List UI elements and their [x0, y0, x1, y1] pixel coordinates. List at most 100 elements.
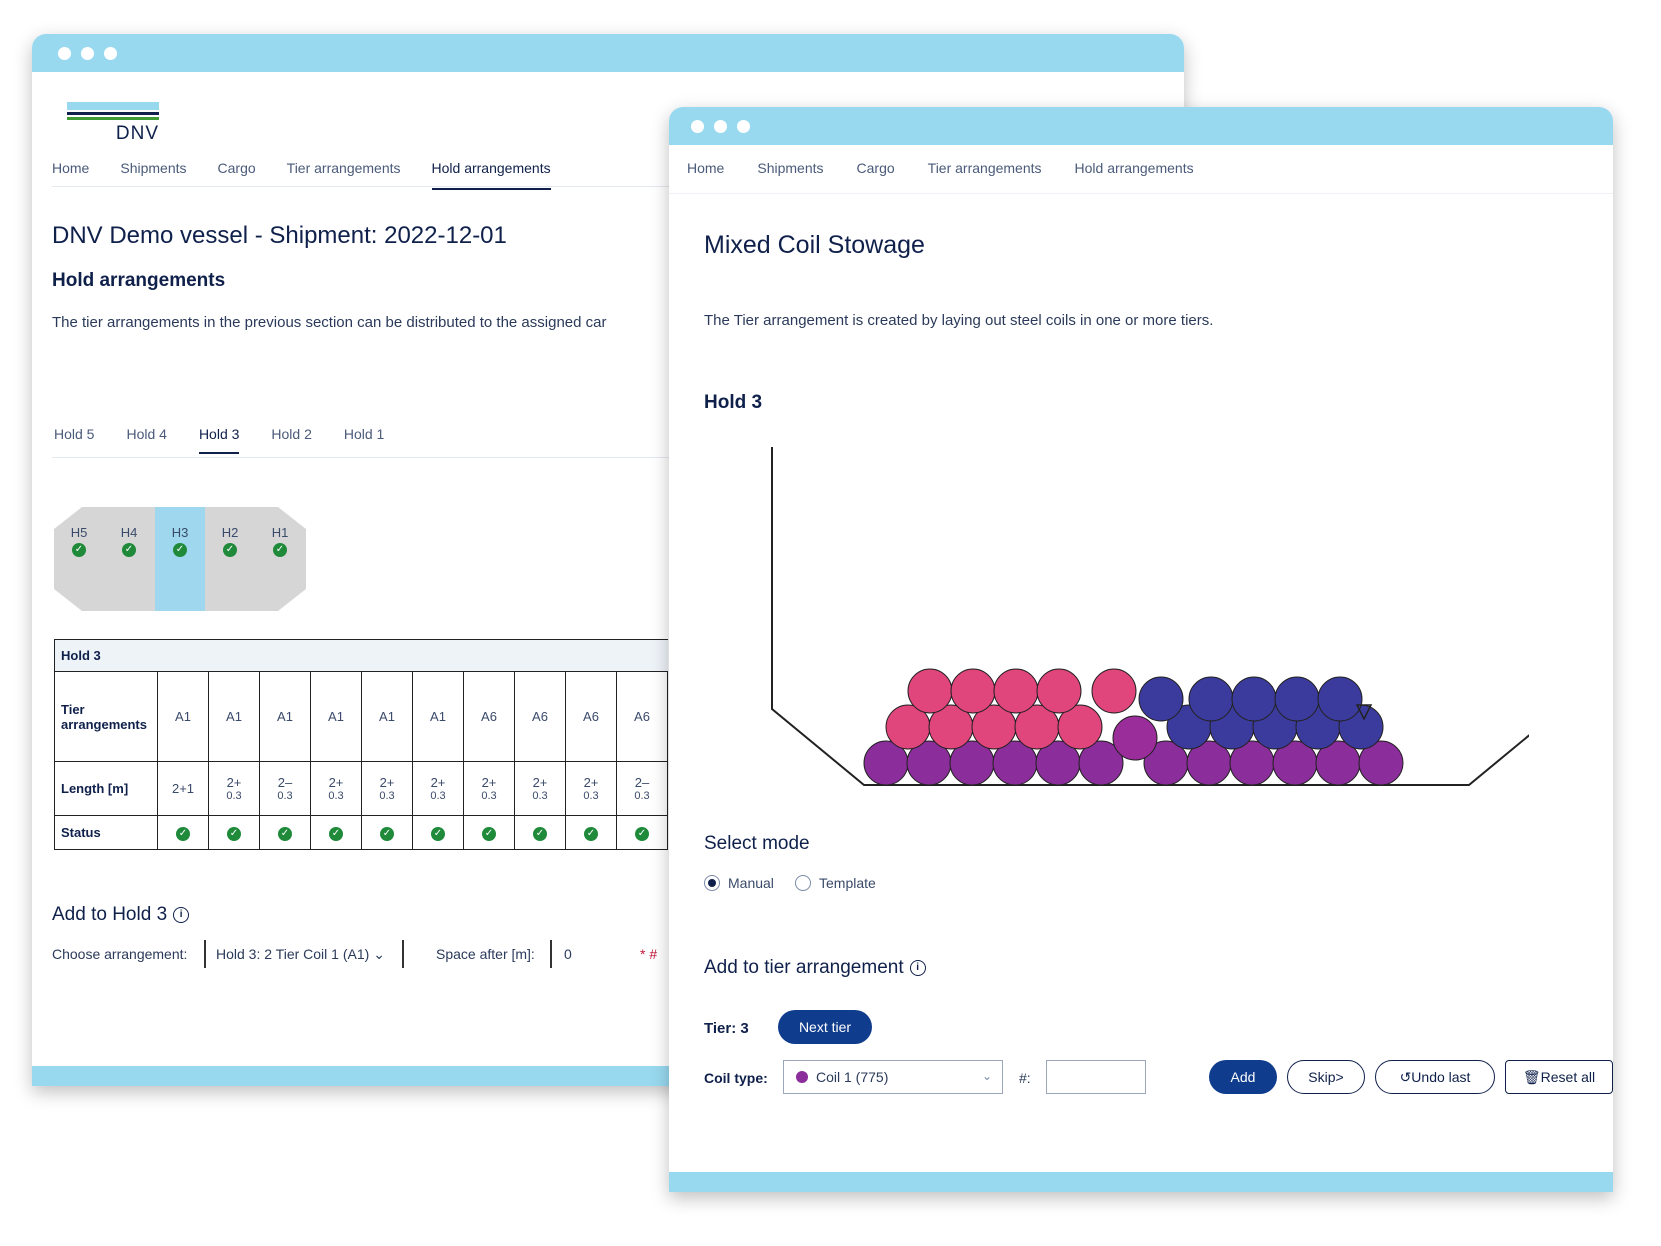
- tier-cell[interactable]: A6: [514, 671, 566, 762]
- status-cell: ✓: [208, 815, 260, 850]
- check-icon: ✓: [635, 827, 649, 841]
- nav-divider: [669, 193, 1613, 194]
- window-dot-icon[interactable]: [737, 120, 750, 133]
- window-dot-icon[interactable]: [104, 47, 117, 60]
- add-button[interactable]: Add: [1209, 1060, 1277, 1094]
- add-to-tier-title: Add to tier arrangement i: [704, 957, 926, 979]
- nav-divider: [52, 186, 1184, 187]
- tier-cell[interactable]: A1: [310, 671, 362, 762]
- steel-coil[interactable]: [1138, 676, 1184, 722]
- window-dot-icon[interactable]: [81, 47, 94, 60]
- section-description: The tier arrangements in the previous se…: [52, 314, 607, 331]
- tier-label: Tier: 3: [704, 1020, 749, 1037]
- window-controls[interactable]: [58, 47, 117, 60]
- nav-cargo[interactable]: Cargo: [217, 160, 256, 176]
- steel-coil[interactable]: [1036, 668, 1082, 714]
- dnv-logo: DNV: [67, 102, 159, 146]
- check-icon: ✓: [223, 543, 237, 557]
- length-cell: 2– 0.3: [616, 761, 668, 816]
- space-after-input[interactable]: 0: [564, 946, 572, 962]
- steel-coil[interactable]: [1188, 676, 1234, 722]
- mode-template-radio[interactable]: Template: [795, 875, 876, 891]
- tier-cell[interactable]: A6: [565, 671, 617, 762]
- tab-hold-4[interactable]: Hold 4: [126, 426, 167, 442]
- tier-cell[interactable]: A1: [208, 671, 260, 762]
- row-header-status: Status: [54, 815, 158, 850]
- row-header-length: Length [m]: [54, 761, 158, 816]
- status-cell: ✓: [463, 815, 515, 850]
- nav-tier-arrangements[interactable]: Tier arrangements: [927, 160, 1042, 176]
- nav-home[interactable]: Home: [687, 160, 725, 176]
- tier-cell[interactable]: A6: [616, 671, 668, 762]
- steel-coil[interactable]: [1317, 676, 1363, 722]
- ship-hold-h2[interactable]: H2 ✓: [221, 525, 239, 557]
- next-tier-button[interactable]: Next tier: [778, 1010, 872, 1044]
- tier-cell[interactable]: A1: [157, 671, 209, 762]
- ship-hold-h5[interactable]: H5 ✓: [70, 525, 88, 557]
- main-nav: Home Shipments Cargo Tier arrangements H…: [687, 160, 1194, 188]
- nav-hold-arrangements[interactable]: Hold arrangements: [431, 160, 551, 190]
- steel-coil[interactable]: [950, 668, 996, 714]
- steel-coil[interactable]: [1112, 715, 1158, 761]
- steel-coil[interactable]: [1057, 704, 1103, 750]
- tab-hold-5[interactable]: Hold 5: [54, 426, 95, 442]
- nav-shipments[interactable]: Shipments: [757, 160, 824, 176]
- check-icon: ✓: [72, 543, 86, 557]
- check-icon: ✓: [122, 543, 136, 557]
- check-icon: ✓: [227, 827, 241, 841]
- hold-table: Hold 3 Tier arrangements A1 A1 A1 A1 A1 A1 A6 A…: [54, 639, 668, 850]
- undo-last-button[interactable]: ↺Undo last: [1375, 1060, 1495, 1094]
- tier-cell[interactable]: A1: [412, 671, 464, 762]
- steel-coil[interactable]: [1274, 676, 1320, 722]
- nav-cargo[interactable]: Cargo: [856, 160, 895, 176]
- tab-hold-2[interactable]: Hold 2: [271, 426, 312, 442]
- window-titlebar: [32, 34, 1184, 72]
- window-dot-icon[interactable]: [58, 47, 71, 60]
- ship-hold-h3[interactable]: H3 ✓: [171, 525, 189, 557]
- window-dot-icon[interactable]: [691, 120, 704, 133]
- tier-cell[interactable]: A6: [463, 671, 515, 762]
- steel-coil[interactable]: [1358, 740, 1404, 786]
- window-dot-icon[interactable]: [714, 120, 727, 133]
- hold-coil-diagram[interactable]: [769, 447, 1529, 807]
- count-input[interactable]: [1046, 1060, 1146, 1094]
- steel-coil[interactable]: [1091, 668, 1137, 714]
- info-icon[interactable]: i: [909, 959, 926, 976]
- space-after-label: Space after [m]:: [436, 946, 535, 962]
- ship-hold-h4[interactable]: H4 ✓: [120, 525, 138, 557]
- length-cell: 2+ 0.3: [565, 761, 617, 816]
- page-title: Mixed Coil Stowage: [704, 231, 925, 259]
- radio-unchecked-icon: [795, 875, 811, 891]
- choose-arrangement-select[interactable]: Hold 3: 2 Tier Coil 1 (A1) ⌄: [216, 946, 385, 962]
- page-description: The Tier arrangement is created by layin…: [704, 312, 1214, 329]
- nav-home[interactable]: Home: [52, 160, 90, 176]
- steel-coil[interactable]: [993, 668, 1039, 714]
- coil-type-label: Coil type:: [704, 1070, 768, 1086]
- required-hash-label: * #: [640, 946, 658, 962]
- choose-arrangement-label: Choose arrangement:: [52, 946, 188, 962]
- hold-tabs: Hold 5 Hold 4 Hold 3 Hold 2 Hold 1: [54, 426, 384, 454]
- nav-hold-arrangements[interactable]: Hold arrangements: [1074, 160, 1194, 176]
- coil-type-select[interactable]: Coil 1 (775) ⌄: [783, 1060, 1003, 1094]
- steel-coil[interactable]: [1078, 740, 1124, 786]
- check-icon: ✓: [533, 827, 547, 841]
- mode-manual-radio[interactable]: Manual: [704, 875, 774, 891]
- steel-coil[interactable]: [1231, 676, 1277, 722]
- tier-cell[interactable]: A1: [259, 671, 311, 762]
- length-cell: 2+ 0.3: [310, 761, 362, 816]
- nav-tier-arrangements[interactable]: Tier arrangements: [286, 160, 401, 176]
- window-controls[interactable]: [691, 120, 750, 133]
- tab-hold-1[interactable]: Hold 1: [343, 426, 385, 442]
- tier-cell[interactable]: A1: [361, 671, 413, 762]
- ship-hold-h1[interactable]: H1 ✓: [271, 525, 289, 557]
- skip-button[interactable]: Skip>: [1287, 1060, 1365, 1094]
- status-cell: ✓: [565, 815, 617, 850]
- tab-hold-3[interactable]: Hold 3: [198, 426, 240, 454]
- check-icon: ✓: [584, 827, 598, 841]
- tabs-divider: [52, 457, 1184, 458]
- steel-coil[interactable]: [907, 668, 953, 714]
- info-icon[interactable]: i: [173, 906, 190, 923]
- nav-shipments[interactable]: Shipments: [120, 160, 187, 176]
- reset-all-button[interactable]: 🗑Reset all: [1505, 1060, 1613, 1094]
